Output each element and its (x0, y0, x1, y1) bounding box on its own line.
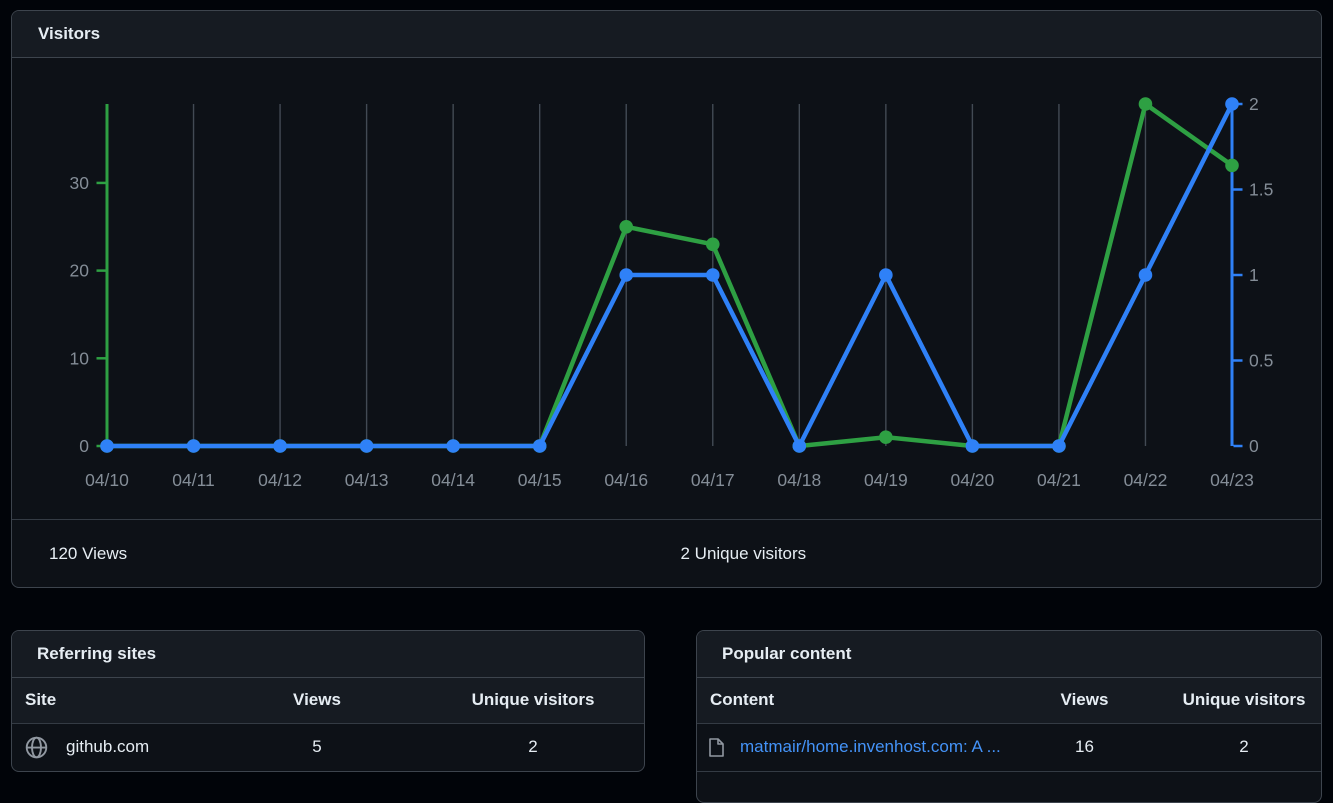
data-point-unique-visitors-04/20[interactable] (965, 439, 980, 453)
x-axis-label: 04/23 (1210, 470, 1254, 490)
column-header-site: Site (12, 678, 212, 724)
file-icon (709, 737, 724, 757)
x-axis-label: 04/14 (431, 470, 475, 490)
referring-sites-header-row: Site Views Unique visitors (12, 678, 644, 724)
right-axis-tick-label: 0.5 (1249, 351, 1273, 371)
right-axis-tick-label: 1 (1249, 265, 1259, 285)
popular-content-panel: Popular content Content Views Unique vis… (696, 630, 1322, 803)
referring-sites-title: Referring sites (37, 644, 157, 663)
x-axis-label: 04/20 (950, 470, 994, 490)
data-point-unique-visitors-04/15[interactable] (532, 439, 547, 453)
data-point-unique-visitors-04/23[interactable] (1225, 97, 1239, 111)
referring-site-views: 5 (312, 737, 322, 757)
visitors-panel-header: Visitors (12, 11, 1321, 58)
popular-content-title: Popular content (722, 644, 852, 663)
traffic-tables-row: Referring sites Site Views Unique visito… (11, 630, 1322, 803)
data-point-unique-visitors-04/19[interactable] (879, 268, 893, 282)
column-header-views: Views (1002, 678, 1167, 724)
data-point-views-04/17[interactable] (705, 237, 720, 252)
visitors-chart-container: 0 10 20 30 0 0.5 1 1.5 2 04/10 04/11 04/12 04/13 04/1… (12, 58, 1321, 519)
total-views-summary: 120 Views (49, 543, 128, 563)
visitors-line-chart: 0 10 20 30 0 0.5 1 1.5 2 04/10 04/11 04/12 04/13 04/1… (70, 94, 1274, 490)
data-point-unique-visitors-04/16[interactable] (619, 268, 634, 282)
table-row: github.com 5 2 (12, 723, 644, 771)
data-point-unique-visitors-04/11[interactable] (186, 439, 201, 453)
x-axis-label: 04/15 (518, 470, 562, 490)
data-point-unique-visitors-04/13[interactable] (359, 439, 374, 453)
referring-site-unique: 2 (528, 737, 538, 757)
x-axis-label: 04/11 (172, 470, 215, 490)
referring-sites-panel: Referring sites Site Views Unique visito… (11, 630, 645, 772)
x-axis-label: 04/19 (864, 470, 908, 490)
x-axis-label: 04/17 (691, 470, 735, 490)
data-point-views-04/16[interactable] (619, 219, 634, 234)
column-header-content: Content (697, 678, 1002, 724)
referring-sites-header: Referring sites (12, 631, 644, 678)
referring-sites-table: Site Views Unique visitors (12, 678, 644, 771)
data-point-views-04/22[interactable] (1138, 97, 1153, 111)
visitors-title: Visitors (38, 24, 101, 43)
chart-summary-bar: 120 Views 2 Unique visitors (12, 519, 1321, 587)
data-point-unique-visitors-04/18[interactable] (792, 439, 807, 453)
popular-content-unique: 2 (1239, 737, 1249, 757)
right-axis-tick-label: 2 (1249, 94, 1259, 114)
column-header-unique-visitors: Unique visitors (1167, 678, 1321, 724)
x-axis-label: 04/21 (1037, 470, 1081, 490)
x-axis-label: 04/13 (345, 470, 389, 490)
left-axis-tick-label: 10 (70, 348, 90, 368)
data-point-unique-visitors-04/22[interactable] (1138, 268, 1153, 282)
right-axis-tick-label: 1.5 (1249, 180, 1273, 200)
popular-content-header: Popular content (697, 631, 1321, 678)
popular-content-table: Content Views Unique visitors (697, 678, 1321, 771)
data-point-unique-visitors-04/12[interactable] (273, 439, 287, 453)
x-axis-label: 04/16 (604, 470, 648, 490)
left-axis-tick-label: 30 (70, 173, 90, 193)
series-line-unique-visitors (104, 101, 1235, 449)
data-point-unique-visitors-04/14[interactable] (446, 439, 460, 453)
x-axis-label: 04/18 (777, 470, 821, 490)
globe-icon (24, 735, 49, 760)
right-axis-tick-label: 0 (1249, 436, 1259, 456)
data-point-unique-visitors-04/17[interactable] (705, 268, 720, 282)
x-axis-label: 04/22 (1124, 470, 1168, 490)
popular-content-link[interactable]: matmair/home.invenhost.com: A ... (740, 737, 1001, 757)
referring-site-name: github.com (66, 737, 150, 757)
column-header-views: Views (212, 678, 422, 724)
data-point-unique-visitors-04/10[interactable] (100, 439, 114, 453)
visitors-panel: Visitors 0 10 20 30 0 0.5 1 1.5 2 04/10 04/11 04/12… (11, 10, 1322, 588)
popular-content-next-row (697, 771, 1321, 801)
data-point-unique-visitors-04/21[interactable] (1052, 439, 1066, 453)
x-axis-label: 04/12 (258, 470, 302, 490)
x-axis-label: 04/10 (85, 470, 129, 490)
left-axis-tick-label: 0 (79, 436, 89, 456)
popular-content-header-row: Content Views Unique visitors (697, 678, 1321, 724)
data-point-views-04/23[interactable] (1225, 158, 1239, 173)
table-row: matmair/home.invenhost.com: A ... 16 2 (697, 723, 1321, 771)
popular-content-views: 16 (1075, 737, 1094, 757)
data-point-views-04/19[interactable] (879, 430, 893, 445)
unique-visitors-summary: 2 Unique visitors (680, 543, 807, 563)
column-header-unique-visitors: Unique visitors (422, 678, 644, 724)
left-axis-tick-label: 20 (70, 261, 90, 281)
